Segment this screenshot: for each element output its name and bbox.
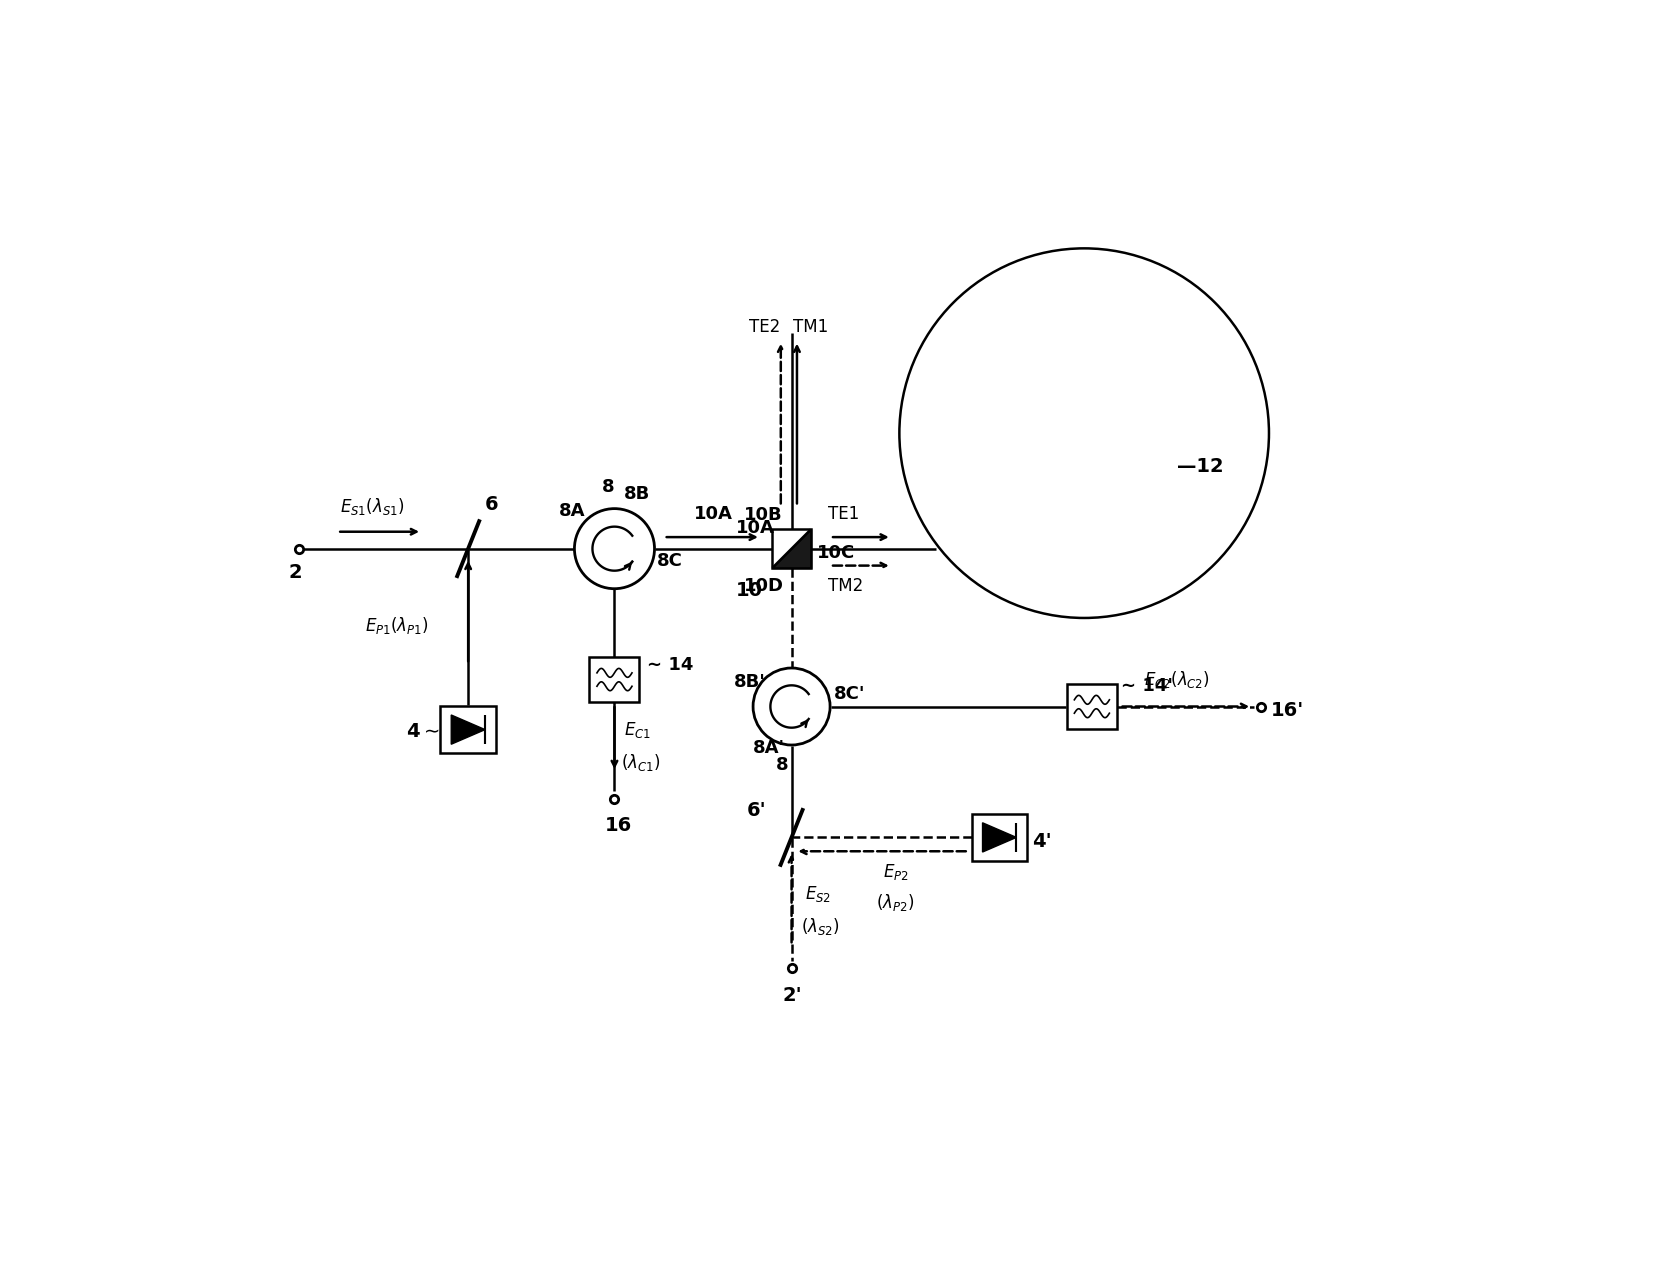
Text: 16': 16'	[1271, 701, 1305, 720]
Text: 8B: 8B	[623, 484, 650, 503]
Text: —12: —12	[1177, 456, 1224, 475]
Bar	[1066, 684, 1117, 729]
Text: 8B': 8B'	[734, 673, 766, 692]
Text: 2': 2'	[782, 986, 803, 1005]
Text: TE2: TE2	[749, 317, 781, 335]
Text: ∼ 14: ∼ 14	[646, 656, 693, 674]
Text: 8C': 8C'	[834, 685, 865, 703]
Text: 4: 4	[406, 722, 420, 741]
Text: 10B: 10B	[744, 506, 782, 524]
Text: 8A: 8A	[559, 502, 586, 520]
Bar	[589, 657, 640, 702]
Text: 8A': 8A'	[754, 739, 786, 757]
Text: 4': 4'	[1033, 832, 1051, 851]
Text: $E_{C1}$: $E_{C1}$	[623, 720, 651, 740]
Text: TM2: TM2	[828, 577, 863, 595]
Text: ∼ 14': ∼ 14'	[1122, 676, 1174, 696]
Text: $E_{S1}(\lambda_{S1})$: $E_{S1}(\lambda_{S1})$	[339, 496, 405, 517]
Text: 6: 6	[485, 496, 499, 515]
Text: $E_{P1}(\lambda_{P1})$: $E_{P1}(\lambda_{P1})$	[366, 615, 430, 637]
Text: 10D: 10D	[744, 577, 784, 595]
Text: $(\lambda_{C1})$: $(\lambda_{C1})$	[621, 753, 660, 773]
Bar	[972, 814, 1028, 861]
Text: $(\lambda_{P2})$: $(\lambda_{P2})$	[876, 892, 915, 913]
Text: $E_{C2}(\lambda_{C2})$: $E_{C2}(\lambda_{C2})$	[1143, 669, 1209, 691]
Text: 2: 2	[289, 563, 302, 582]
Text: 10A: 10A	[735, 520, 776, 538]
Text: 8: 8	[603, 478, 615, 496]
Text: TE1: TE1	[828, 506, 860, 524]
Text: $E_{P2}$: $E_{P2}$	[883, 862, 908, 883]
Text: 10A: 10A	[693, 506, 732, 524]
Text: 8C: 8C	[656, 552, 683, 569]
Text: 16: 16	[604, 817, 633, 836]
Text: $(\lambda_{S2})$: $(\lambda_{S2})$	[801, 916, 840, 938]
Text: $E_{S2}$: $E_{S2}$	[806, 884, 831, 905]
Polygon shape	[772, 530, 811, 568]
Bar	[440, 706, 495, 753]
Text: 10C: 10C	[818, 544, 855, 562]
Polygon shape	[982, 823, 1016, 852]
Text: 6': 6'	[747, 801, 767, 820]
Bar	[772, 530, 811, 568]
Text: ∼: ∼	[423, 722, 440, 741]
Polygon shape	[452, 715, 485, 744]
Text: 8: 8	[776, 755, 789, 773]
Text: TM1: TM1	[792, 317, 828, 335]
Text: 10: 10	[735, 581, 764, 600]
